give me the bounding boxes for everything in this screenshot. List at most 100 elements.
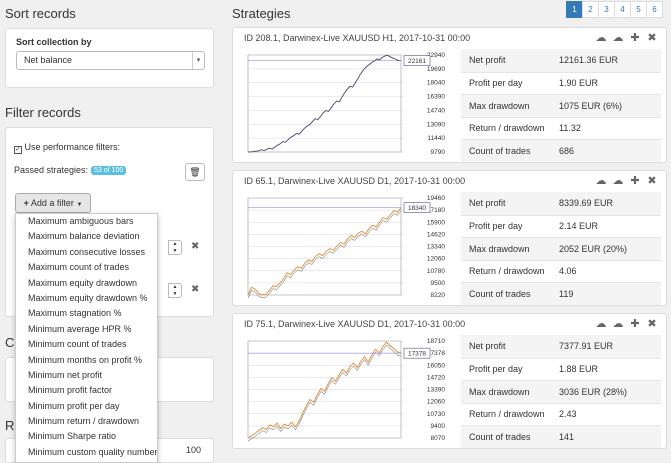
stat-label: Max drawdown [469,243,530,254]
stat-value: 119 [559,288,574,299]
caret-down-icon: ▼ [76,202,83,208]
page-4[interactable]: 4 [614,1,631,18]
cloud-upload-icon[interactable]: ☁ [612,318,624,330]
stat-label: Max drawdown [469,386,530,397]
sort-select[interactable]: Net balance ▾ [16,51,205,70]
sort-label: Sort collection by [16,37,92,47]
y-tick-label: 17180 [427,207,445,214]
filter-option[interactable]: Maximum equity drawdown % [28,292,148,303]
plus-icon[interactable]: ✚ [630,175,640,187]
stats-row: Count of trades 141 [461,425,661,448]
page-3[interactable]: 3 [598,1,615,18]
y-tick-label: 9400 [431,423,446,430]
stat-label: Profit per day [469,78,523,89]
number-stepper-1[interactable]: ▲ ▼ [168,240,182,255]
filter-option[interactable]: Minimum custom quality number [28,446,158,457]
close-icon[interactable]: ✖ [647,32,657,44]
filter-dropdown-menu: Maximum ambiguous bars Maximum balance de… [15,213,158,463]
close-icon[interactable]: ✖ [647,175,657,187]
y-tick-label: 13090 [427,121,445,128]
remove-filter-1-icon[interactable]: ✖ [191,241,200,252]
balance-line [247,210,402,299]
cloud-upload-icon[interactable]: ☁ [612,32,624,44]
equity-chart: 1871017378160501472013390120601073094008… [247,338,446,442]
cloud-download-icon[interactable]: ☁ [595,318,607,330]
page-5[interactable]: 5 [630,1,647,18]
filter-option[interactable]: Minimum months on profit % [28,354,143,365]
stat-label: Count of trades [469,431,531,442]
cloud-upload-icon[interactable]: ☁ [612,175,624,187]
stats-row: Return / drawdown 11.32 [461,116,661,140]
page-2[interactable]: 2 [582,1,599,18]
y-tick-label: 10730 [427,411,445,418]
stat-label: Count of trades [469,288,531,299]
y-tick-label: 14620 [427,231,445,238]
passed-label: Passed strategies: [14,165,89,175]
stat-value: 12161.36 EUR [559,55,619,66]
stat-value: 1075 EUR (6%) [559,100,623,111]
y-tick-label: 19690 [427,66,445,73]
add-filter-button[interactable]: + Add a filter ▼ [15,193,91,213]
stat-value: 2052 EUR (20%) [559,243,628,254]
stat-value: 2.43 [559,409,577,420]
last-value-label: 18340 [408,205,426,212]
plus-icon[interactable]: ✚ [630,32,640,44]
stat-label: Max drawdown [469,100,530,111]
y-tick-label: 18040 [427,80,445,87]
use-filters-checkbox[interactable]: ✓ [14,146,22,154]
passed-row: Passed strategies: 53 of 100 [14,165,127,175]
sort-title: Sort records [5,6,76,21]
filter-option[interactable]: Maximum ambiguous bars [28,216,134,226]
last-value-label: 17378 [408,351,426,358]
stats-row: Count of trades 119 [461,282,661,305]
filter-option[interactable]: Maximum consecutive losses [28,246,146,257]
filter-option[interactable]: Minimum profit per day [28,400,120,411]
last-value-box [403,347,431,359]
strategy-title: ID 65.1, Darwinex-Live XAUUSD D1, 2017-1… [244,176,466,186]
cloud-download-icon[interactable]: ☁ [595,32,607,44]
stat-value: 1.88 EUR [559,364,599,375]
y-tick-label: 12060 [427,256,445,263]
close-icon[interactable]: ✖ [647,318,657,330]
stat-label: Return / drawdown [469,266,545,277]
equity-line [247,54,402,153]
filter-option[interactable]: Maximum stagnation % [28,308,122,319]
trash-icon: 🗑 [189,167,201,177]
filter-option[interactable]: Minimum count of trades [28,339,127,350]
filter-option[interactable]: Maximum count of trades [28,262,130,273]
y-tick-label: 22940 [427,52,445,59]
trash-button[interactable]: 🗑 [185,163,205,181]
stat-value: 1.90 EUR [559,78,599,89]
filter-option[interactable]: Minimum profit factor [28,385,113,396]
filter-option[interactable]: Maximum balance deviation [28,231,140,242]
stats-row: Max drawdown 1075 EUR (6%) [461,94,661,117]
stats-row: Net profit 8339.69 EUR [461,192,661,215]
stats-row: Return / drawdown 2.43 [461,402,661,426]
number-stepper-2[interactable]: ▲ ▼ [168,283,182,298]
y-tick-label: 17378 [427,350,445,357]
stat-value: 7377.91 EUR [559,341,614,352]
y-tick-label: 18710 [427,338,445,345]
plus-icon[interactable]: ✚ [630,318,640,330]
cloud-download-icon[interactable]: ☁ [595,175,607,187]
page-1[interactable]: 1 [566,1,583,18]
stat-value: 141 [559,431,575,442]
filter-option[interactable]: Minimum average HPR % [28,323,132,334]
y-tick-label: 15900 [427,219,445,226]
equity-line [247,341,402,439]
page-6[interactable]: 6 [646,1,663,18]
filter-option[interactable]: Minimum Sharpe ratio [28,431,117,442]
filter-option[interactable]: Minimum net profit [28,369,103,380]
stat-label: Net profit [469,198,506,209]
filter-option[interactable]: Maximum equity drawdown [28,277,138,288]
filter-option[interactable]: Minimum return / drawdown [28,416,140,427]
strategy-title: ID 75.1, Darwinex-Live XAUUSD D1, 2017-1… [244,319,466,329]
card-actions: ☁ ☁ ✚ ✖ [595,318,658,330]
last-value-box [403,55,431,66]
last-value-label: 22161 [408,58,426,65]
strategy-card: ID 75.1, Darwinex-Live XAUUSD D1, 2017-1… [232,313,667,449]
chart-plot-area [247,54,402,153]
stat-label: Profit per day [469,221,523,232]
remove-filter-2-icon[interactable]: ✖ [191,284,200,295]
stat-label: Count of trades [469,145,531,156]
